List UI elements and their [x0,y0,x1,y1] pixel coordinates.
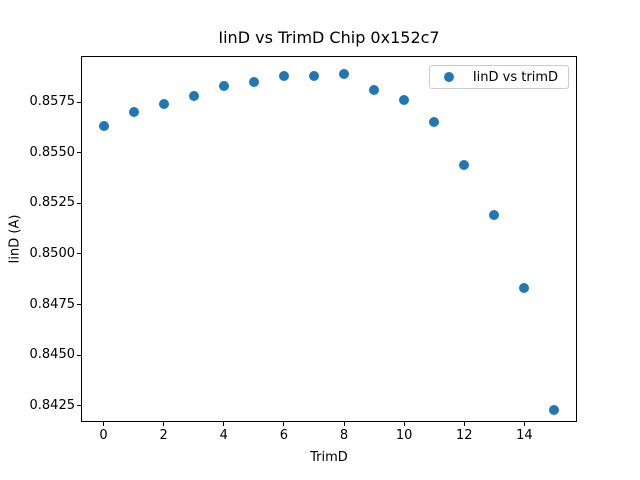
x-tick-mark [223,422,225,426]
y-tick-mark [77,253,81,255]
data-point [429,117,440,128]
data-point [218,80,229,91]
y-tick-mark [77,405,81,407]
y-tick-mark [77,202,81,204]
x-tick-label: 8 [339,428,349,443]
y-tick-mark [77,101,81,103]
data-point [98,121,109,132]
y-tick-label: 0.8500 [29,245,76,261]
y-tick-mark [77,152,81,154]
x-tick-mark [163,422,165,426]
x-tick-mark [523,422,525,426]
data-point [549,405,560,416]
data-point [308,70,319,81]
data-point [248,76,259,87]
data-point [459,159,470,170]
x-tick-label: 6 [279,428,289,443]
y-tick-label: 0.8475 [29,296,76,312]
x-tick-label: 2 [159,428,168,443]
data-point [128,107,139,118]
legend-marker-icon [443,72,454,82]
y-tick-label: 0.8525 [29,195,76,211]
x-axis-label: TrimD [310,450,348,465]
x-tick-label: 14 [516,428,533,443]
data-point [339,68,350,79]
data-point [519,283,530,294]
legend-label: IinD vs trimD [472,69,558,85]
x-tick-mark [103,422,105,426]
x-tick-label: 0 [99,428,108,443]
y-tick-label: 0.8575 [29,94,76,109]
y-tick-mark [77,304,81,306]
chart-title: IinD vs TrimD Chip 0x152c7 [218,28,440,47]
data-point [399,94,410,105]
data-point [158,99,169,110]
y-tick-label: 0.8550 [29,144,76,160]
x-tick-mark [343,422,345,426]
y-axis-label: IinD (A) [7,214,23,264]
plot-area: IinD vs trimD [81,56,577,422]
x-tick-mark [403,422,405,426]
legend: IinD vs trimD [428,65,569,89]
x-tick-mark [463,422,465,426]
data-point [278,70,289,81]
x-tick-label: 4 [219,428,228,443]
y-tick-label: 0.8450 [29,347,76,363]
y-tick-label: 0.8425 [29,397,76,413]
x-tick-label: 10 [395,428,413,443]
x-tick-mark [283,422,285,426]
x-tick-label: 12 [455,428,473,443]
data-point [188,90,199,101]
data-point [369,84,380,95]
data-point [489,210,500,221]
y-tick-mark [77,354,81,356]
